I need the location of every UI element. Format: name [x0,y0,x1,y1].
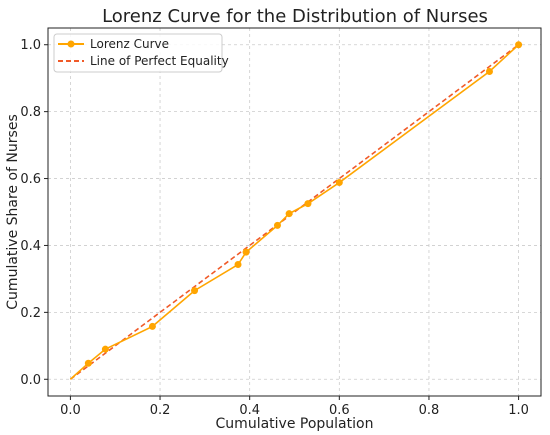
lorenz-point [335,179,343,187]
y-tick-label: 0.2 [20,306,41,321]
y-axis-ticks: 0.0 0.2 0.4 0.6 0.8 1.0 [20,38,48,388]
lorenz-point [191,287,199,295]
lorenz-point [148,322,156,330]
y-tick-label: 0.4 [20,239,41,254]
lorenz-point [485,67,493,75]
y-tick-label: 1.0 [20,38,41,53]
x-tick-label: 0.4 [239,403,260,418]
chart-title: Lorenz Curve for the Distribution of Nur… [102,6,488,27]
y-axis-label: Cumulative Share of Nurses [5,114,21,309]
y-tick-label: 0.8 [20,105,41,120]
lorenz-point [84,359,92,367]
series-layer [69,41,523,380]
y-tick-label: 0.0 [20,373,41,388]
legend: Lorenz Curve Line of Perfect Equality [53,33,229,73]
lorenz-point [285,210,293,218]
y-tick-label: 0.6 [20,172,41,187]
legend-lorenz-marker-icon [67,40,75,48]
x-tick-label: 0.2 [150,403,171,418]
lorenz-point [101,345,109,353]
x-axis-ticks: 0.0 0.2 0.4 0.6 0.8 1.0 [60,396,529,418]
x-tick-label: 0.6 [329,403,350,418]
lorenz-point [304,200,312,208]
lorenz-point [242,248,250,256]
grid-lines [48,28,541,396]
x-tick-label: 0.0 [60,403,81,418]
x-axis-label: Cumulative Population [216,416,374,432]
lorenz-point [234,261,242,269]
legend-box [53,33,223,73]
x-tick-label: 0.8 [419,403,440,418]
legend-equality-label: Line of Perfect Equality [90,54,229,68]
lorenz-point [273,221,281,229]
legend-lorenz-label: Lorenz Curve [90,37,169,51]
plot-area-frame [47,27,542,397]
equality-series-line [69,44,520,380]
x-tick-label: 1.0 [508,403,529,418]
lorenz-point [515,41,523,49]
